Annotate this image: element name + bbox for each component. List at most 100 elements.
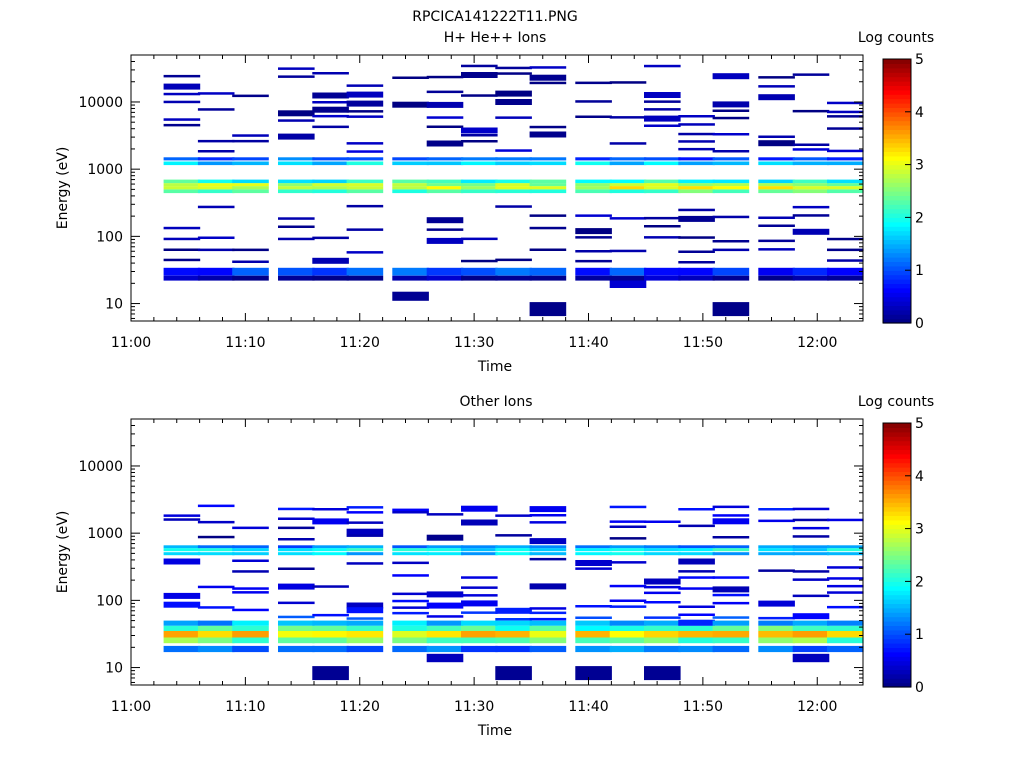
heatmap-cell [197,637,235,644]
heatmap-cell [461,140,498,143]
heatmap-cell [495,179,532,184]
heatmap-cell [678,576,715,579]
axes: 11:00 11:10 11:20 11:30 11:40 11:50 12:00 10 100… [78,418,864,715]
heatmap-cell [163,248,201,251]
heatmap-cell [644,225,681,228]
heatmap-cell [529,179,567,184]
heatmap-cell [678,215,715,222]
heatmap-cell [678,548,715,552]
heatmap-cell [712,73,750,80]
heatmap-cell [712,189,750,194]
colorbar-tick-label: 3 [915,522,924,538]
heatmap-cell [346,251,384,254]
colorbar-segment [883,230,911,236]
heatmap-cell [461,189,498,194]
colorbar-segment [883,265,911,271]
colorbar-segment [883,502,911,508]
heatmap-cell [426,183,464,187]
heatmap-cell [426,552,464,556]
heatmap-cell [827,605,864,609]
heatmap-cell [426,620,464,626]
heatmap-cell [163,92,201,96]
colorbar-segment [883,445,911,450]
colorbar-segment [883,103,911,108]
heatmap-cell [346,521,384,524]
heatmap-cell [575,545,612,549]
heatmap-cell [609,81,647,84]
heatmap-cell [678,189,715,194]
heatmap-cell [792,518,830,522]
heatmap-cell [575,267,612,276]
heatmap-cell [827,149,864,153]
y-tick-label: 100 [96,593,123,609]
heatmap-cell [163,183,201,187]
heatmap-cell [163,100,201,104]
heatmap-cell [312,186,349,190]
heatmap-cell [197,625,235,631]
heatmap-cell [346,204,384,208]
heatmap-cell [758,161,795,166]
heatmap-cell [312,114,349,118]
heatmap-cell [529,557,567,561]
heatmap-cell [392,561,429,565]
heatmap-cell [495,116,532,119]
heatmap-cell [346,534,384,537]
heatmap-cell [163,237,201,241]
heatmap-cell [529,506,567,513]
heatmap-cell [426,228,464,231]
heatmap-cell [792,157,830,161]
panel-h-he-ions: H+ He++ Ions Log counts 11:00 11:10 11:20 1… [55,30,934,375]
heatmap-cell [678,147,715,151]
heatmap-cell [461,157,498,161]
heatmap-cell [346,617,384,620]
heatmap-cell [827,620,864,626]
heatmap-cell [495,149,532,152]
heatmap-cell [197,548,235,552]
heatmap-cell [495,267,532,276]
heatmap-cell [197,92,235,95]
heatmap-cell [575,625,612,631]
heatmap-cell [312,189,349,194]
heatmap-cell [758,94,795,101]
heatmap-cell [163,514,201,517]
heatmap-cell [232,548,269,552]
colorbar-segment [883,528,911,534]
heatmap-cell [163,189,201,194]
colorbar-segment [883,669,911,675]
heatmap-cell [461,179,498,184]
heatmap-cell [232,526,269,530]
heatmap-cell [575,567,612,570]
heatmap-cell [346,84,384,87]
heatmap-cell [312,72,349,75]
heatmap-cell [575,548,612,552]
colorbar-segment [883,590,911,596]
heatmap-cell [609,267,647,276]
heatmap-cell [609,525,647,528]
panel-title: Other Ions [459,394,532,410]
heatmap-cell [346,267,384,276]
heatmap-cell [495,275,532,281]
heatmap-cell [278,538,315,541]
heatmap-cell [609,631,647,638]
heatmap-cell [426,548,464,552]
heatmap-cell [495,514,532,517]
colorbar-tick-label: 5 [915,52,924,68]
heatmap-cell [827,577,864,580]
heatmap-cell [392,183,429,187]
colorbar: 0 1 2 3 4 5 [882,52,924,332]
heatmap-cell [575,236,612,239]
heatmap-cell [792,179,830,184]
colorbar-segment [883,541,911,547]
heatmap-cell [461,620,498,626]
colorbar-segment [883,248,911,254]
colorbar-tick-label: 3 [915,158,924,174]
heatmap-cell [609,561,647,564]
heatmap-cell [529,81,567,85]
heatmap-cell [758,545,795,549]
colorbar-segment [883,647,911,653]
heatmap-cell [609,505,647,509]
plot-frame [130,418,864,686]
heatmap-cell [312,625,349,631]
heatmap-cell [792,109,830,113]
heatmap-cell [392,101,429,108]
